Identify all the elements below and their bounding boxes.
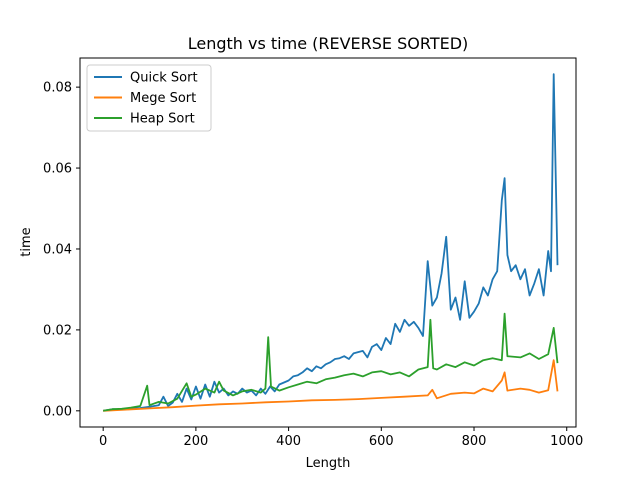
y-tick-label: 0.02 bbox=[43, 323, 72, 338]
x-tick-label: 0 bbox=[99, 434, 107, 449]
y-axis-label: time bbox=[19, 227, 34, 256]
legend: Quick Sort Mege Sort Heap Sort bbox=[86, 64, 212, 132]
x-tick-label: 1000 bbox=[550, 434, 583, 449]
series-line-heap-sort bbox=[103, 312, 559, 412]
y-tick-label: 0.00 bbox=[43, 404, 72, 419]
legend-label-heap-sort: Heap Sort bbox=[130, 112, 195, 127]
legend-label-quick-sort: Quick Sort bbox=[130, 71, 198, 86]
y-tick-label: 0.06 bbox=[43, 162, 72, 177]
y-tick-label: 0.04 bbox=[43, 242, 72, 257]
y-tick-label: 0.08 bbox=[43, 81, 72, 96]
x-tick-label: 400 bbox=[276, 434, 301, 449]
x-tick-label: 800 bbox=[462, 434, 487, 449]
legend-label-mege-sort: Mege Sort bbox=[130, 91, 196, 106]
chart-title: Length vs time (REVERSE SORTED) bbox=[188, 34, 469, 53]
x-axis-ticks: 0 200 400 600 800 1000 bbox=[99, 427, 583, 449]
plot-lines bbox=[103, 73, 559, 412]
legend-box bbox=[86, 64, 212, 132]
series-line-mege-sort bbox=[103, 359, 559, 412]
x-axis-label: Length bbox=[306, 456, 351, 471]
y-axis-ticks: 0.00 0.02 0.04 0.06 0.08 bbox=[43, 81, 80, 419]
x-tick-label: 200 bbox=[183, 434, 208, 449]
x-tick-label: 600 bbox=[369, 434, 394, 449]
plot-frame bbox=[79, 57, 577, 428]
